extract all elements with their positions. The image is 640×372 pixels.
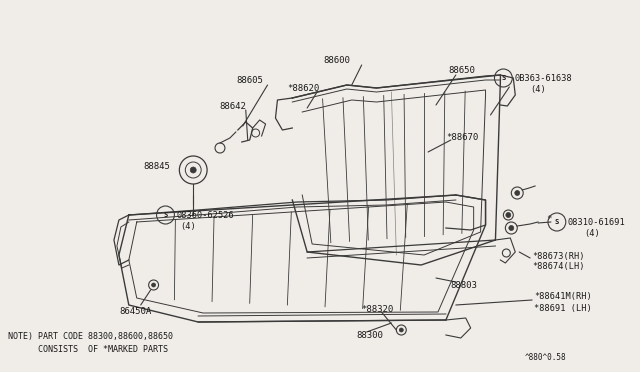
- Text: *: *: [546, 215, 552, 224]
- Text: S: S: [501, 75, 506, 81]
- Text: *88673(RH): *88673(RH): [532, 251, 584, 260]
- Text: 88300: 88300: [356, 330, 383, 340]
- Text: *88670: *88670: [446, 132, 478, 141]
- Text: *88641M(RH): *88641M(RH): [534, 292, 592, 301]
- Text: NOTE) PART CODE 88300,88600,88650: NOTE) PART CODE 88300,88600,88650: [8, 333, 173, 341]
- Text: S: S: [163, 212, 168, 218]
- Circle shape: [152, 283, 156, 287]
- Text: 08360-62526: 08360-62526: [177, 211, 234, 219]
- Text: 88600: 88600: [323, 55, 350, 64]
- Text: 08310-61691: 08310-61691: [568, 218, 625, 227]
- Circle shape: [148, 280, 159, 290]
- Circle shape: [509, 225, 514, 231]
- Circle shape: [502, 249, 510, 257]
- Circle shape: [190, 167, 196, 173]
- Text: 86450A: 86450A: [119, 307, 151, 315]
- Text: S: S: [555, 219, 559, 225]
- Circle shape: [511, 187, 523, 199]
- Circle shape: [515, 190, 520, 196]
- Circle shape: [506, 212, 511, 218]
- Text: 88605: 88605: [236, 76, 263, 84]
- Text: 88642: 88642: [220, 102, 246, 110]
- Text: (4): (4): [530, 84, 546, 93]
- Circle shape: [506, 222, 517, 234]
- Text: 88845: 88845: [143, 161, 170, 170]
- Text: 88650: 88650: [448, 65, 475, 74]
- Circle shape: [504, 210, 513, 220]
- Circle shape: [399, 328, 403, 332]
- Text: 88803: 88803: [451, 282, 477, 291]
- Circle shape: [396, 325, 406, 335]
- Text: CONSISTS  OF *MARKED PARTS: CONSISTS OF *MARKED PARTS: [8, 344, 168, 353]
- Text: *88674(LH): *88674(LH): [532, 263, 584, 272]
- Text: (4): (4): [584, 228, 600, 237]
- Text: 0B363-61638: 0B363-61638: [515, 74, 572, 83]
- Text: *88620: *88620: [287, 83, 319, 93]
- Text: *88691 (LH): *88691 (LH): [534, 304, 592, 312]
- Text: (4): (4): [180, 221, 196, 231]
- Text: ^880^0.58: ^880^0.58: [525, 353, 567, 362]
- Text: *88320: *88320: [362, 305, 394, 314]
